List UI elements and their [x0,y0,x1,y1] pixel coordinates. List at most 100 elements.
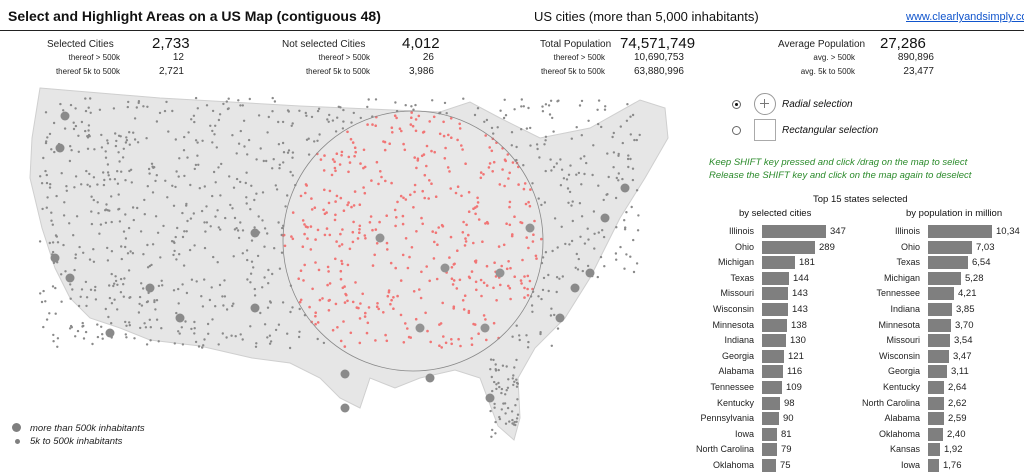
city-dot [261,286,264,289]
large-city-dot [145,283,155,293]
city-dot [290,124,293,127]
city-dot [193,327,196,330]
city-dot [343,345,347,348]
city-dot [456,185,460,188]
city-dot [245,249,249,252]
city-dot [510,144,513,147]
city-dot [194,96,198,100]
legend-large-label: more than 500k inhabitants [30,423,145,434]
city-dot [145,343,149,346]
city-dot [425,265,429,268]
radial-selection-circle[interactable] [282,110,544,372]
city-dot [404,237,408,240]
city-dot [353,190,357,193]
city-dot [585,161,588,165]
city-dot [314,311,318,314]
city-dot [580,134,583,137]
city-dot [461,148,464,151]
radial-radio[interactable] [732,100,741,109]
city-dot [211,194,214,198]
city-dot [193,244,196,247]
city-dot [482,173,485,176]
radial-selection-icon[interactable] [754,93,776,115]
city-dot [586,264,590,268]
bar [762,381,782,394]
city-dot [44,169,47,173]
city-dot [458,127,462,130]
city-dot [92,260,96,263]
city-dot [623,228,627,231]
city-dot [491,389,494,393]
bar-category-label: Kansas [889,444,920,455]
bar-category-label: Tennessee [876,288,920,299]
city-dot [527,200,530,204]
city-dot [527,340,530,344]
city-dot [544,135,548,138]
city-dot [74,124,78,128]
city-dot [200,209,204,213]
city-dot [467,210,471,213]
website-link[interactable]: www.clearlyandsimply.com [906,11,1024,23]
city-dot [60,273,63,276]
city-dot [410,105,413,108]
bar-category-label: Michigan [717,257,754,268]
bar [762,225,826,238]
city-dot [460,144,463,147]
bar [762,412,779,426]
city-dot [362,148,366,152]
rectangular-selection-label[interactable]: Rectangular selection [782,125,879,136]
city-dot [615,258,618,261]
city-dot [443,101,447,105]
city-dot [370,179,373,182]
rectangular-selection-icon[interactable] [754,119,776,141]
city-dot [334,257,337,261]
city-dot [126,252,130,255]
city-dot [513,420,516,424]
city-dot [69,103,73,107]
city-dot [117,134,121,137]
bar-value-label: 6,54 [972,257,991,269]
radial-selection-label[interactable]: Radial selection [782,99,853,110]
city-dot [288,346,292,350]
city-dot [378,220,381,224]
city-dot [477,218,481,221]
city-dot [160,279,163,282]
city-dot [278,163,281,166]
city-dot [326,118,329,121]
city-dot [146,243,149,247]
large-city-dot [525,223,535,233]
city-dot [511,377,514,380]
rectangular-radio[interactable] [732,126,741,135]
city-dot [117,208,120,211]
city-dot [107,315,110,319]
city-dot [303,232,306,236]
city-dot [504,412,507,415]
city-dot [253,287,256,291]
city-dot [470,337,474,340]
bar [762,396,780,410]
city-dot [519,279,523,282]
city-dot [155,318,159,321]
city-dot [472,241,475,245]
city-dot [45,181,49,185]
city-dot [617,172,620,175]
city-dot [275,188,279,191]
city-dot [568,243,571,246]
city-dot [128,324,131,327]
city-dot [68,222,71,225]
city-dot [253,198,256,202]
city-dot [513,215,516,218]
city-dot [69,283,72,286]
large-city-dot [585,268,595,278]
city-dot [281,120,285,124]
bar-category-label: Texas [730,272,754,283]
city-dot [402,196,405,200]
city-dot [452,307,456,310]
city-dot [255,342,258,345]
bar-category-label: Missouri [886,335,920,346]
city-dot [524,202,528,206]
city-dot [493,406,496,409]
city-dot [231,207,234,210]
city-dot [106,171,110,174]
us-map[interactable] [0,78,700,471]
